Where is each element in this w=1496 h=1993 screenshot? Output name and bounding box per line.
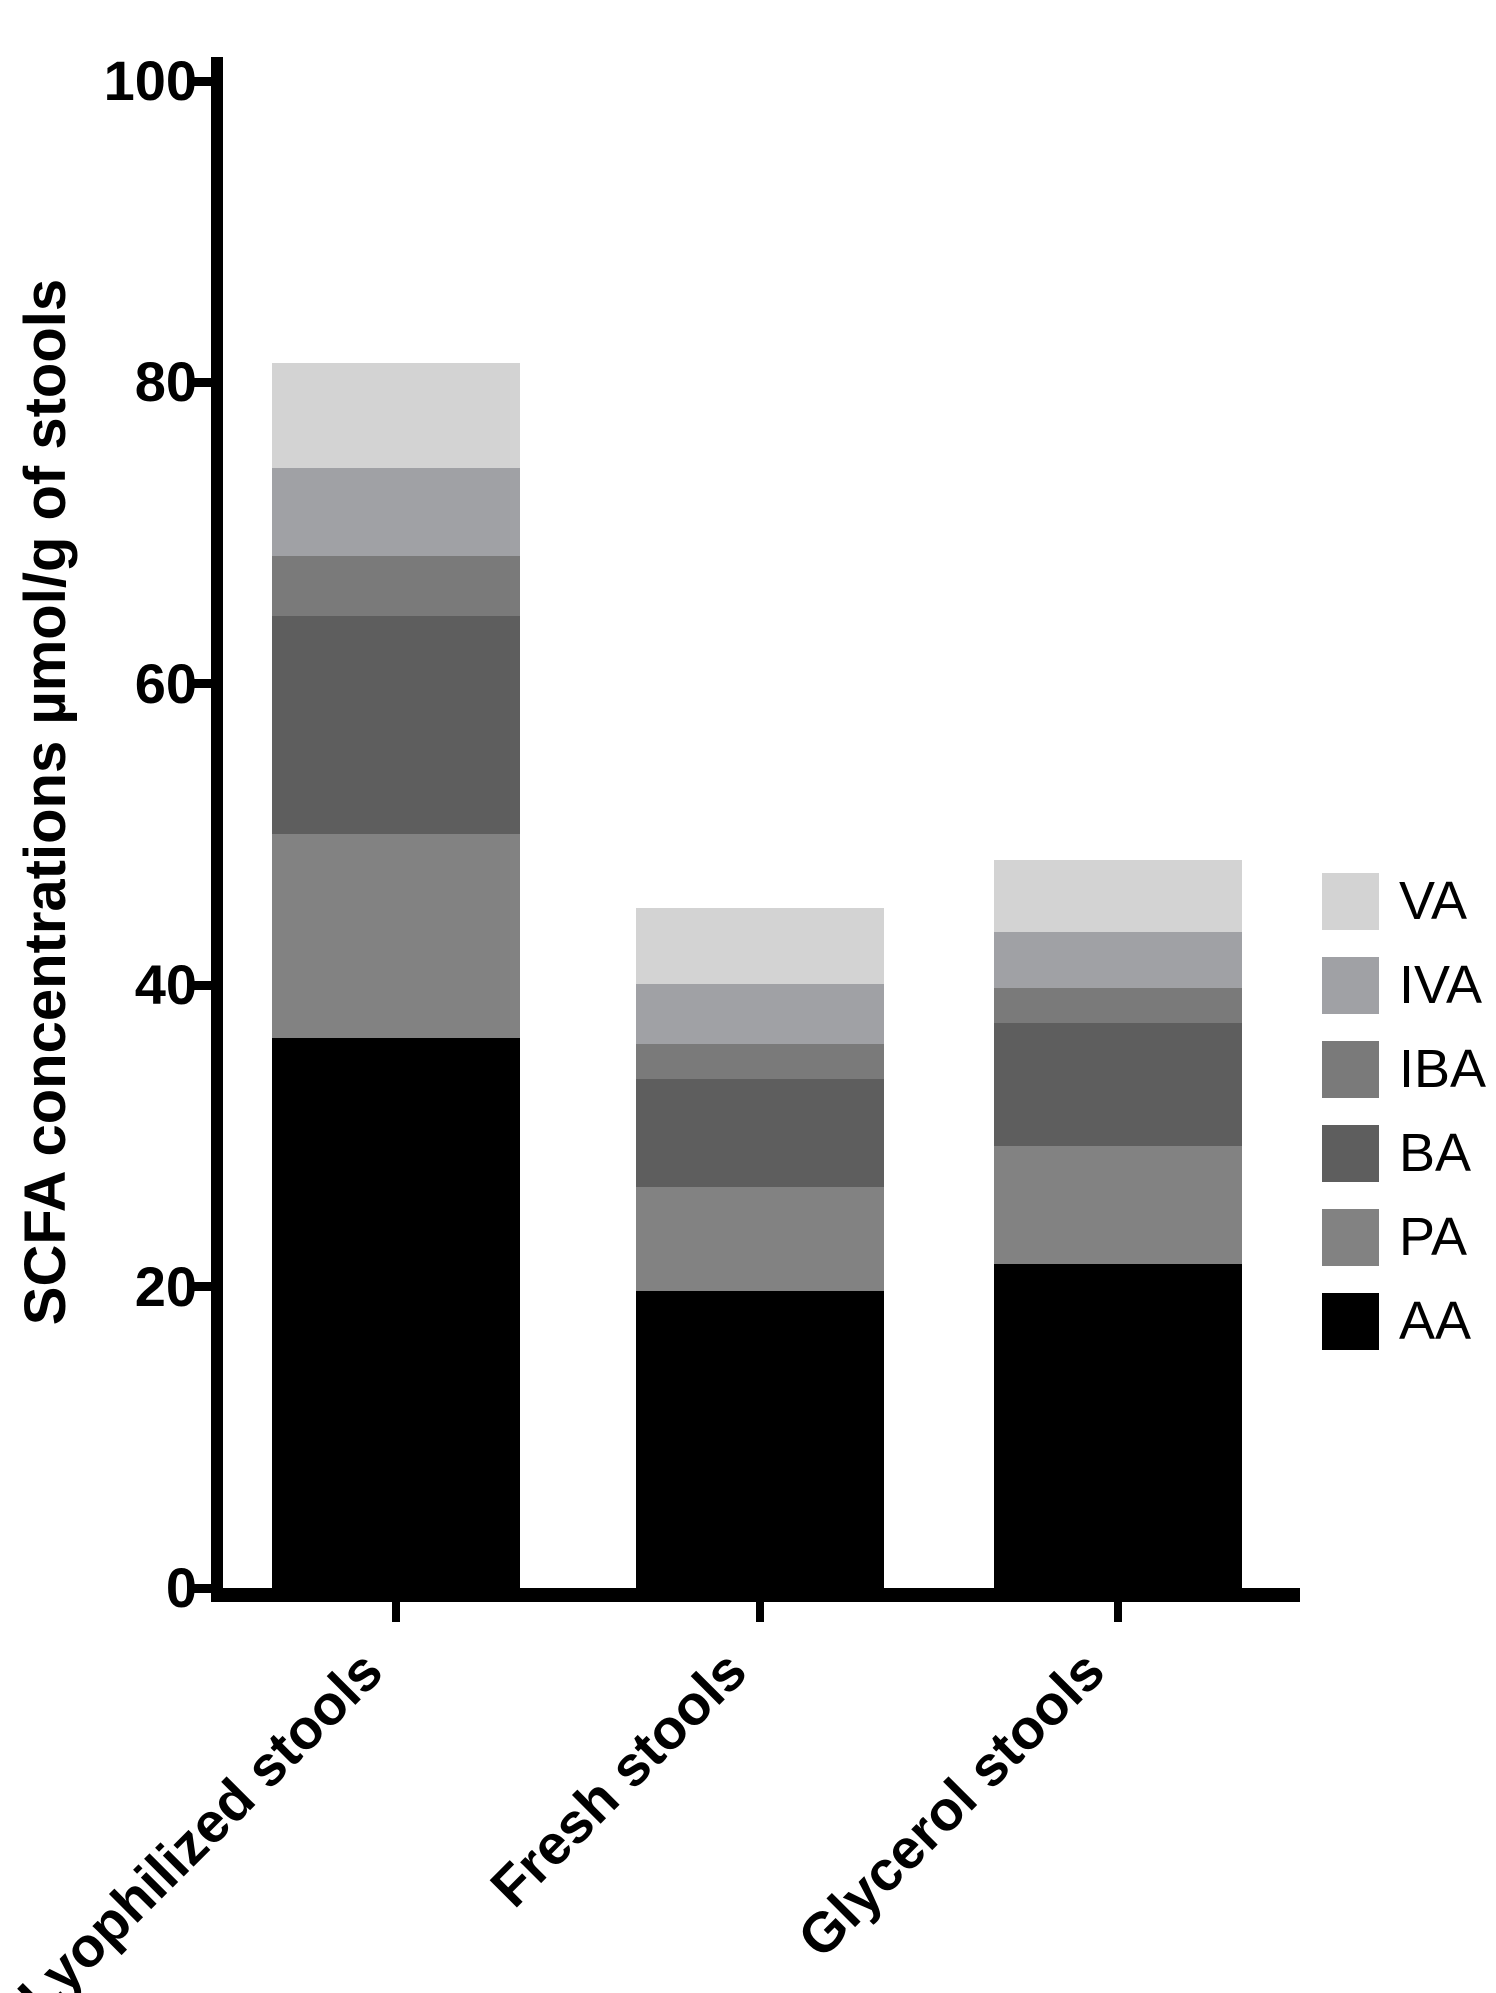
y-tick-0 [193, 1583, 211, 1593]
y-tick-80 [193, 377, 211, 387]
bar-segment-iva [272, 468, 520, 556]
legend: VA IVA IBA BA PA AA [1322, 873, 1486, 1377]
x-tick-3 [1114, 1602, 1122, 1622]
legend-label-aa: AA [1399, 1291, 1472, 1351]
y-tick-label-100: 100 [103, 49, 197, 112]
y-tick-20 [193, 1282, 211, 1292]
legend-item-pa: PA [1322, 1209, 1486, 1266]
bar-segment-pa [636, 1187, 884, 1292]
legend-item-iba: IBA [1322, 1041, 1486, 1098]
y-tick-60 [193, 679, 211, 689]
legend-item-aa: AA [1322, 1293, 1486, 1350]
bar-segment-pa [994, 1146, 1242, 1264]
y-tick-label-40: 40 [134, 953, 197, 1017]
x-category-label-1: Lyophilized stools [5, 1638, 395, 1993]
legend-item-iva: IVA [1322, 957, 1486, 1014]
legend-item-va: VA [1322, 873, 1486, 930]
bar-segment-va [994, 860, 1242, 933]
legend-label-va: VA [1399, 871, 1468, 931]
y-tick-100 [193, 76, 211, 86]
x-tick-1 [392, 1602, 400, 1622]
legend-swatch-ba [1322, 1125, 1379, 1182]
bar-segment-ba [272, 615, 520, 835]
legend-label-pa: PA [1399, 1207, 1468, 1267]
legend-swatch-pa [1322, 1209, 1379, 1266]
x-tick-2 [756, 1602, 764, 1622]
legend-swatch-iva [1322, 957, 1379, 1014]
legend-swatch-iba [1322, 1041, 1379, 1098]
bar-lyophilized-stools [272, 362, 520, 1588]
bar-segment-iva [636, 983, 884, 1044]
bar-segment-va [636, 908, 884, 984]
y-tick-label-0: 0 [165, 1556, 197, 1619]
bar-segment-iva [994, 932, 1242, 989]
bar-segment-pa [272, 834, 520, 1038]
bar-segment-aa [272, 1037, 520, 1588]
legend-label-iva: IVA [1399, 955, 1483, 1015]
x-axis-line [211, 1588, 1300, 1602]
y-tick-40 [193, 980, 211, 990]
y-axis-title: SCFA concentrations µmol/g of stools [13, 278, 78, 1326]
legend-label-ba: BA [1399, 1123, 1472, 1183]
y-tick-label-60: 60 [134, 651, 197, 715]
y-tick-label-20: 20 [134, 1254, 197, 1318]
bar-segment-iba [636, 1043, 884, 1079]
bar-segment-aa [994, 1263, 1242, 1588]
bar-segment-iba [272, 555, 520, 616]
bar-segment-ba [636, 1078, 884, 1188]
bar-segment-ba [994, 1022, 1242, 1147]
legend-swatch-aa [1322, 1293, 1379, 1350]
bar-segment-va [272, 362, 520, 469]
bar-segment-aa [636, 1291, 884, 1588]
bar-segment-iba [994, 988, 1242, 1023]
y-axis-line [211, 57, 223, 1602]
bar-glycerol-stools [994, 860, 1242, 1588]
legend-label-iba: IBA [1399, 1039, 1487, 1099]
y-tick-label-80: 80 [134, 350, 197, 414]
legend-item-ba: BA [1322, 1125, 1486, 1182]
legend-swatch-va [1322, 873, 1379, 930]
bar-fresh-stools [636, 908, 884, 1588]
